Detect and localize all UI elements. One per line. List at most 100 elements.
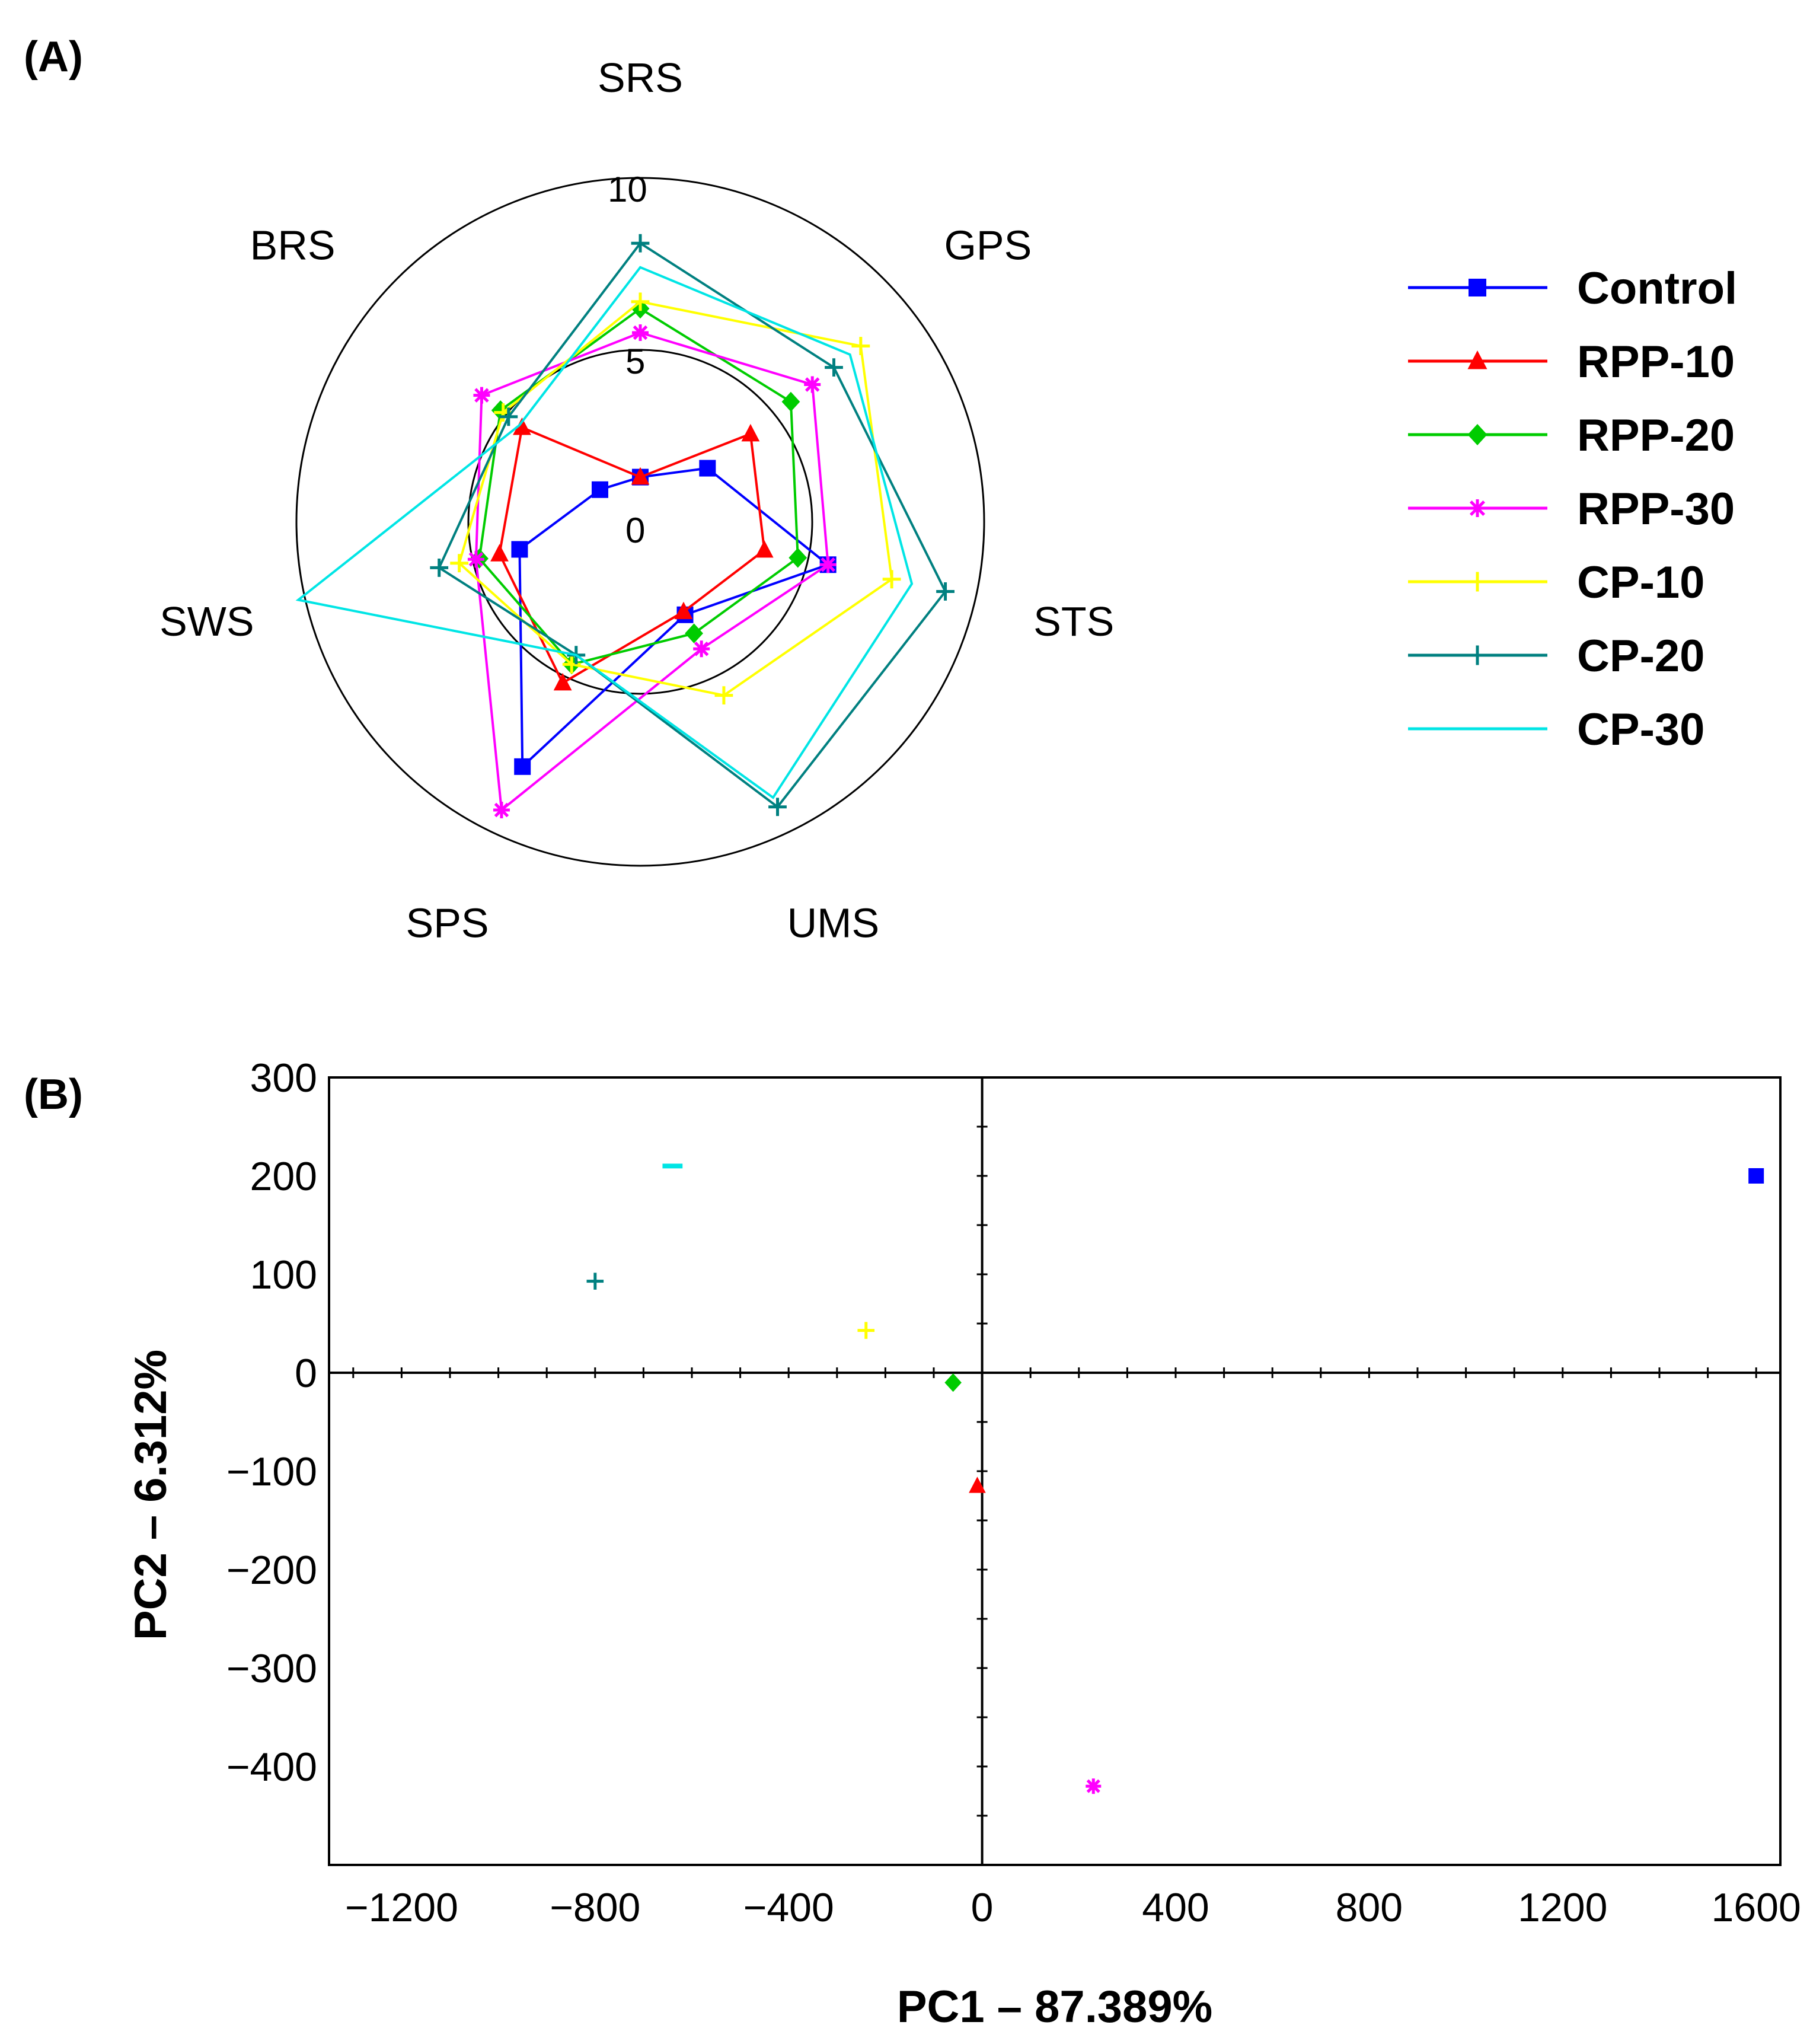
radar-series-cp-10 bbox=[450, 292, 901, 705]
radar-point bbox=[450, 554, 469, 573]
radar-ring-tick-label: 0 bbox=[625, 511, 645, 550]
legend-marker bbox=[1467, 424, 1487, 445]
radar-point bbox=[631, 292, 650, 311]
x-tick-label: −800 bbox=[550, 1885, 640, 1930]
radar-point bbox=[882, 570, 901, 589]
radar-point bbox=[714, 686, 733, 705]
legend-item-cp-20: CP-20 bbox=[1408, 631, 1704, 681]
x-tick-label: 800 bbox=[1336, 1885, 1403, 1930]
legend-label: CP-30 bbox=[1577, 704, 1704, 755]
panel-a-label: (A) bbox=[24, 33, 83, 81]
x-tick-label: 1600 bbox=[1712, 1885, 1801, 1930]
radar-axis-label-ums: UMS bbox=[787, 900, 880, 946]
radar-series-cp-20 bbox=[430, 234, 955, 817]
legend-item-control: Control bbox=[1408, 263, 1737, 314]
legend-item-rpp-10: RPP-10 bbox=[1408, 337, 1735, 387]
legend-label: RPP-30 bbox=[1577, 484, 1735, 534]
radar-point bbox=[789, 547, 807, 568]
y-tick-label: 100 bbox=[250, 1252, 317, 1297]
x-tick-label: 400 bbox=[1142, 1885, 1209, 1930]
radar-point bbox=[631, 467, 650, 485]
radar-series-line bbox=[458, 300, 893, 697]
radar-series-cp-30 bbox=[295, 266, 914, 799]
legend-marker bbox=[1469, 499, 1486, 517]
radar-point bbox=[562, 655, 581, 674]
legend-label: CP-10 bbox=[1577, 557, 1704, 608]
radar-point bbox=[514, 758, 531, 775]
legend-item-cp-30: CP-30 bbox=[1408, 704, 1704, 755]
pca-x-axis-label: PC1 – 87.389% bbox=[897, 1982, 1212, 2032]
radar-point bbox=[499, 407, 518, 426]
y-tick-label: 300 bbox=[250, 1056, 317, 1101]
radar-series-rpp-30 bbox=[467, 324, 837, 818]
radar-point bbox=[493, 801, 510, 818]
radar-point bbox=[936, 582, 955, 601]
radar-ring-tick-label: 5 bbox=[625, 342, 645, 381]
radar-outer-ring bbox=[295, 177, 985, 867]
radar-point bbox=[685, 623, 703, 643]
radar-point bbox=[467, 551, 484, 568]
radar-chart: 0 5 10 SRS GPS STS UMS SPS SWS BRS bbox=[159, 55, 1114, 946]
radar-point bbox=[490, 544, 509, 562]
legend-label: Control bbox=[1577, 263, 1737, 314]
legend-marker bbox=[1467, 645, 1487, 665]
radar-series-line bbox=[518, 467, 831, 770]
radar-point bbox=[699, 460, 716, 477]
radar-point bbox=[768, 798, 787, 817]
y-tick-label: −300 bbox=[226, 1646, 317, 1691]
radar-point bbox=[825, 358, 843, 377]
radar-series-line bbox=[438, 241, 947, 809]
pca-point-control bbox=[1748, 1168, 1764, 1184]
radar-point bbox=[804, 376, 821, 393]
y-tick-label: −200 bbox=[226, 1548, 317, 1593]
radar-point bbox=[631, 234, 650, 253]
legend-marker bbox=[1467, 350, 1487, 369]
legend-label: RPP-20 bbox=[1577, 410, 1735, 461]
panel-b-label: (B) bbox=[24, 1071, 83, 1118]
radar-mid-ring bbox=[467, 349, 813, 695]
pca-point-cp-20 bbox=[586, 1273, 604, 1290]
radar-axis-label-gps: GPS bbox=[944, 222, 1032, 268]
radar-axis-label-srs: SRS bbox=[598, 55, 683, 101]
pca-point-cp-10 bbox=[857, 1322, 875, 1339]
x-tick-label: −1200 bbox=[345, 1885, 458, 1930]
radar-point bbox=[473, 387, 490, 404]
radar-series-rpp-10 bbox=[490, 417, 774, 691]
legend-item-rpp-20: RPP-20 bbox=[1408, 410, 1735, 461]
y-tick-label: 200 bbox=[250, 1154, 317, 1199]
legend-marker bbox=[1469, 279, 1486, 296]
x-tick-label: −400 bbox=[743, 1885, 834, 1930]
radar-point bbox=[781, 391, 800, 412]
radar-point bbox=[553, 672, 572, 691]
radar-point bbox=[511, 541, 528, 558]
radar-point bbox=[632, 324, 649, 341]
radar-point bbox=[693, 640, 710, 658]
legend-label: RPP-10 bbox=[1577, 337, 1735, 387]
plot-frame bbox=[328, 1076, 1782, 1866]
radar-series-line bbox=[498, 426, 766, 685]
radar-series-line bbox=[474, 331, 829, 812]
radar-point bbox=[591, 481, 608, 498]
radar-point bbox=[430, 559, 449, 577]
pca-scatter-chart: −1200 −800 −400 0 400 800 1200 1600 300 200 100 0 −1… bbox=[226, 1056, 1801, 1930]
radar-point bbox=[674, 601, 693, 620]
y-tick-label: −400 bbox=[226, 1745, 317, 1790]
radar-point bbox=[851, 337, 870, 355]
legend-item-rpp-30: RPP-30 bbox=[1408, 484, 1735, 534]
radar-axis-label-sts: STS bbox=[1033, 598, 1114, 645]
legend-marker bbox=[1467, 572, 1487, 592]
radar-axis-label-brs: BRS bbox=[250, 222, 336, 268]
legend-item-cp-10: CP-10 bbox=[1408, 557, 1704, 608]
radar-axis-label-sps: SPS bbox=[406, 900, 489, 946]
radar-series-line bbox=[295, 266, 914, 799]
radar-point bbox=[513, 417, 531, 435]
pca-point-rpp-10 bbox=[969, 1477, 986, 1493]
y-tick-label: 0 bbox=[295, 1351, 317, 1396]
radar-axis-label-sws: SWS bbox=[159, 598, 254, 645]
radar-point bbox=[741, 423, 760, 442]
pca-point-rpp-20 bbox=[944, 1373, 962, 1392]
x-tick-label: 1200 bbox=[1518, 1885, 1607, 1930]
x-tick-label: 0 bbox=[971, 1885, 994, 1930]
pca-point-rpp-30 bbox=[1086, 1778, 1102, 1794]
legend: Control RPP-10 RPP-20 RPP-30 CP-10 CP-20 CP-30 bbox=[1408, 263, 1737, 755]
